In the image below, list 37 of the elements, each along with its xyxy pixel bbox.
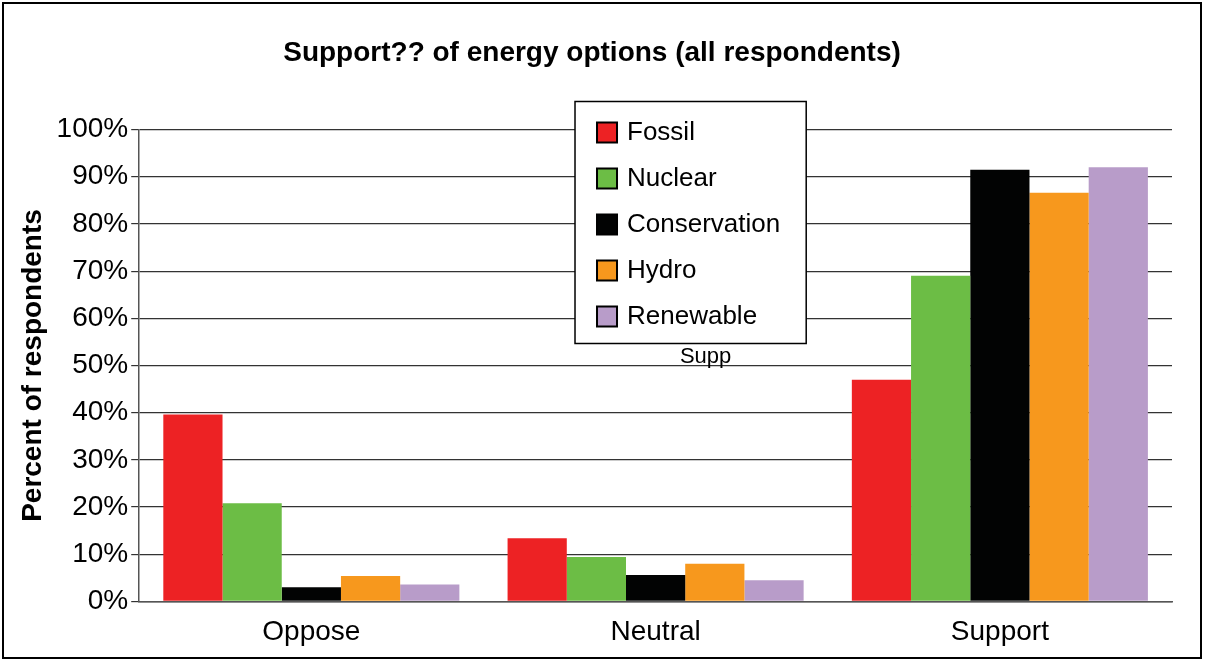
y-tick-label: 80%	[72, 206, 129, 238]
y-tick-label: 90%	[72, 159, 129, 191]
bar	[744, 580, 804, 601]
bar	[626, 574, 686, 601]
y-tick-label: 0%	[87, 584, 129, 616]
y-tick-label: 20%	[72, 489, 129, 521]
y-tick-label: 70%	[72, 253, 129, 285]
chart-title: Support?? of energy options (all respondents)	[283, 35, 901, 67]
y-tick-label: 100%	[56, 112, 129, 144]
bar	[911, 275, 971, 601]
y-tick-label: 10%	[72, 536, 129, 568]
bar	[400, 584, 460, 601]
bar	[970, 169, 1030, 601]
y-tick-label: 60%	[72, 301, 129, 333]
legend-label: Hydro	[627, 253, 697, 284]
annotation: Supp	[679, 342, 732, 368]
y-tick-label: 40%	[72, 395, 129, 427]
legend-label: Conservation	[627, 207, 781, 238]
y-axis-title: Percent of respondents	[15, 209, 47, 522]
legend-label: Fossil	[627, 115, 695, 146]
bar	[340, 575, 401, 601]
x-tick-label: Support	[950, 614, 1050, 646]
bar	[851, 379, 912, 601]
bar	[566, 557, 626, 601]
bar	[1029, 192, 1089, 601]
bar	[222, 503, 282, 601]
x-tick-label: Oppose	[262, 614, 361, 646]
legend-label: Nuclear	[627, 161, 717, 192]
y-tick-label: 30%	[72, 442, 129, 474]
bar	[1088, 167, 1148, 601]
y-tick-label: 50%	[72, 348, 129, 380]
bar	[507, 538, 567, 601]
x-tick-label: Neutral	[610, 614, 701, 646]
legend-label: Renewable	[627, 299, 758, 330]
bar	[163, 414, 223, 601]
bar	[281, 587, 341, 601]
bar	[685, 563, 745, 601]
